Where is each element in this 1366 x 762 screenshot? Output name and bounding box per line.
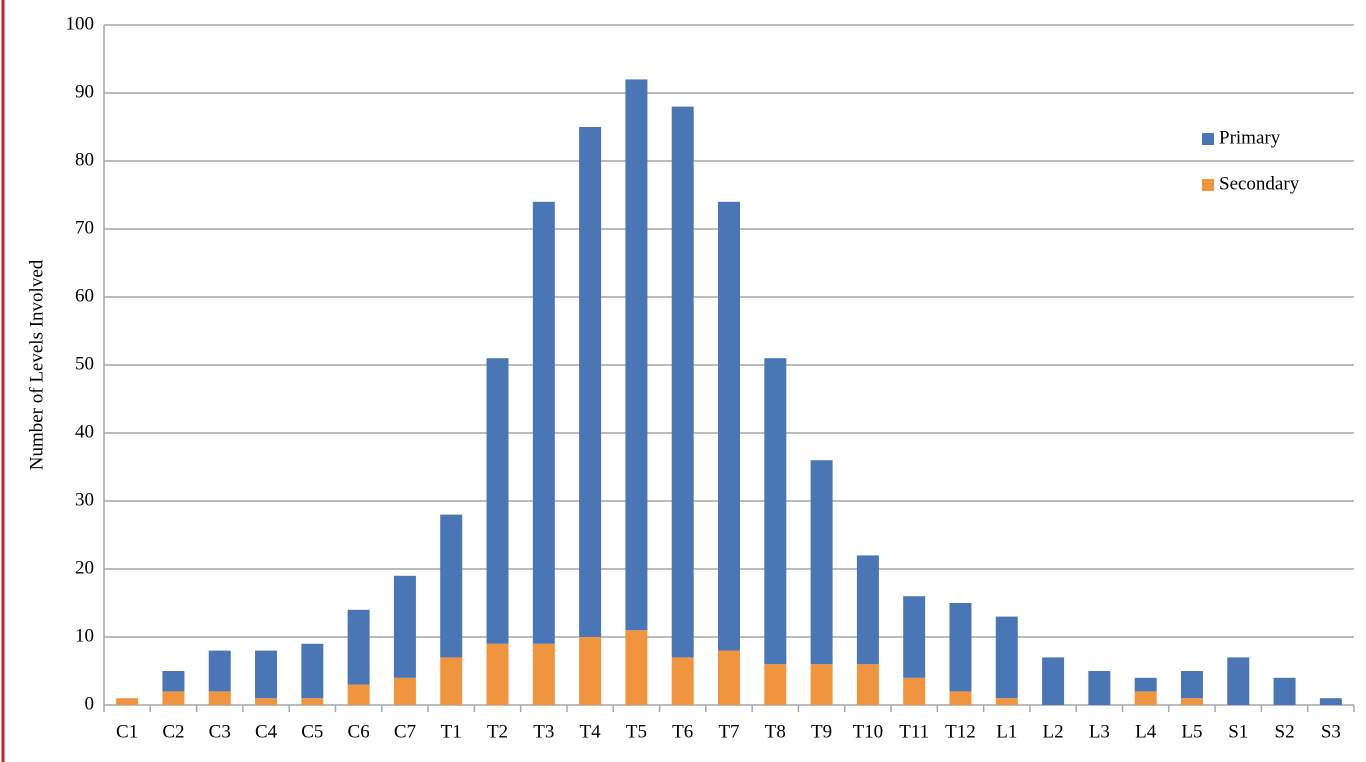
x-tick-label: T2: [487, 721, 508, 742]
x-tick-label: C3: [209, 721, 231, 742]
x-tick-label: C5: [301, 721, 323, 742]
x-tick-label: C1: [116, 721, 138, 742]
bar-segment: [764, 358, 787, 665]
legend-label: Primary: [1219, 127, 1281, 148]
y-axis-title: Number of Levels Involved: [26, 259, 47, 470]
x-tick-label: T6: [672, 721, 693, 742]
legend-swatch: [1202, 179, 1214, 191]
x-tick-label: S1: [1228, 721, 1248, 742]
bar-segment: [208, 650, 231, 692]
bar-segment: [579, 637, 602, 705]
bar-segment: [1273, 677, 1296, 705]
y-tick-label: 60: [75, 285, 94, 306]
bar-segment: [162, 691, 185, 705]
bar-segment: [625, 630, 648, 705]
bar-segment: [579, 127, 602, 637]
bar-segment: [116, 698, 139, 705]
bar-segment: [903, 677, 926, 705]
x-tick-label: L4: [1135, 721, 1157, 742]
y-tick-label: 50: [75, 353, 94, 374]
bar-segment: [718, 201, 740, 651]
x-tick-label: L2: [1043, 721, 1064, 742]
bar-segment: [1227, 657, 1250, 705]
bar-segment: [347, 609, 370, 685]
bar-segment: [949, 691, 972, 705]
x-tick-label: L3: [1089, 721, 1110, 742]
bar-segment: [764, 664, 787, 705]
bar-segment: [856, 664, 879, 705]
bar-segment: [810, 664, 833, 705]
y-tick-label: 20: [75, 557, 94, 578]
x-tick-label: S3: [1321, 721, 1341, 742]
bar-segment: [1134, 691, 1157, 705]
x-tick-label: T11: [899, 721, 929, 742]
x-tick-label: T7: [718, 721, 739, 742]
y-tick-label: 90: [75, 81, 94, 102]
bar-segment: [856, 555, 879, 665]
legend-label: Secondary: [1219, 173, 1300, 194]
y-tick-label: 0: [85, 693, 95, 714]
x-tick-label: T8: [765, 721, 786, 742]
bar-segment: [810, 460, 833, 665]
y-tick-label: 10: [75, 625, 94, 646]
bar-segment: [301, 698, 324, 705]
y-tick-label: 30: [75, 489, 94, 510]
x-tick-label: T5: [626, 721, 647, 742]
bar-segment: [486, 643, 509, 705]
bar-segment: [393, 575, 416, 678]
x-tick-label: T10: [853, 721, 884, 742]
x-tick-label: T4: [580, 721, 602, 742]
x-tick-label: L1: [996, 721, 1017, 742]
bar-segment: [718, 650, 740, 705]
x-tick-label: C4: [255, 721, 278, 742]
bar-segment: [347, 684, 370, 705]
bar-segment: [995, 698, 1018, 705]
bar-segment: [1180, 671, 1203, 699]
y-tick-label: 100: [66, 13, 95, 34]
y-tick-label: 80: [75, 149, 94, 170]
bar-segment: [255, 698, 278, 705]
bar-segment: [440, 514, 463, 658]
bar-segment: [995, 616, 1018, 699]
bar-segment: [1180, 698, 1203, 705]
x-tick-label: C6: [348, 721, 370, 742]
bar-segment: [440, 657, 463, 705]
bar-segment: [671, 657, 694, 705]
bar-segment: [1319, 698, 1342, 705]
bar-segment: [1042, 657, 1065, 705]
bar-segment: [903, 596, 926, 678]
bar-segment: [1134, 677, 1157, 692]
bar-segment: [671, 106, 694, 658]
x-tick-label: L5: [1181, 721, 1202, 742]
bar-segment: [486, 358, 509, 644]
x-tick-label: C2: [162, 721, 184, 742]
bar-segment: [208, 691, 231, 705]
bar-segment: [1088, 671, 1111, 705]
bar-segment: [949, 603, 972, 692]
x-tick-label: T12: [945, 721, 976, 742]
x-tick-label: T9: [811, 721, 832, 742]
bar-segment: [162, 671, 185, 692]
x-tick-label: S2: [1275, 721, 1295, 742]
x-tick-label: C7: [394, 721, 416, 742]
bar-segment: [255, 650, 278, 699]
bar-segment: [301, 643, 324, 699]
bar-segment: [532, 643, 555, 705]
y-tick-label: 70: [75, 217, 94, 238]
bar-segment: [625, 79, 648, 631]
bar-segment: [393, 677, 416, 705]
bar-segment: [532, 201, 555, 644]
x-tick-label: T3: [533, 721, 554, 742]
x-tick-label: T1: [441, 721, 462, 742]
y-tick-label: 40: [75, 421, 94, 442]
legend-swatch: [1202, 133, 1214, 145]
